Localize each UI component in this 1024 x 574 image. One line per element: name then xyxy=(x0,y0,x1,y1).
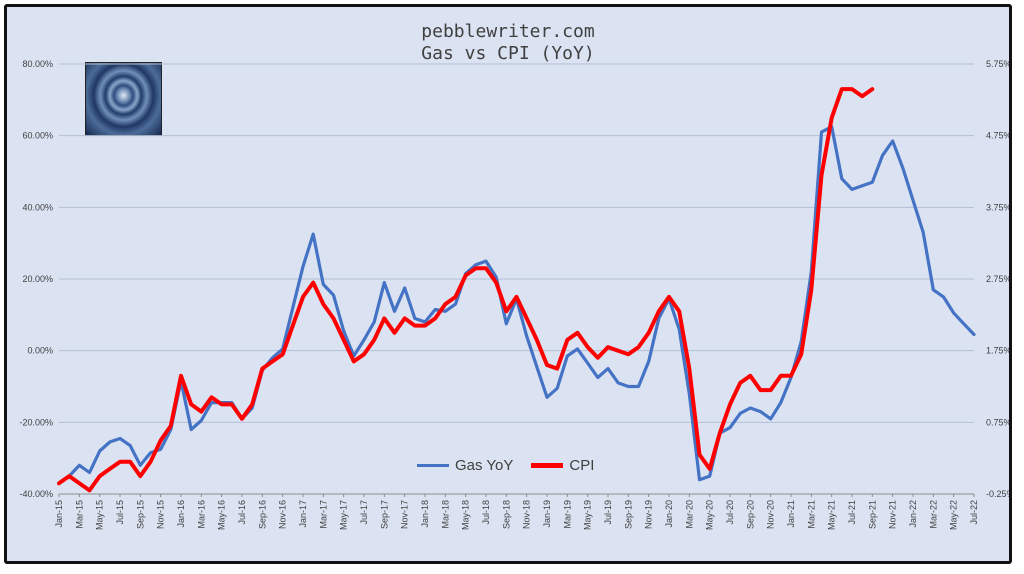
x-tick-label: Jul-17 xyxy=(359,500,369,525)
y-left-tick-label: -40.00% xyxy=(19,489,53,499)
x-tick-label: Jul-20 xyxy=(725,500,735,525)
y-right-tick-label: 0.75% xyxy=(986,417,1009,427)
series-line-gas-yoy xyxy=(57,125,976,485)
x-tick-label: May-22 xyxy=(949,500,959,530)
x-tick-label: Jul-19 xyxy=(603,500,613,525)
x-tick-label: May-17 xyxy=(339,500,349,530)
x-tick-label: Nov-16 xyxy=(278,500,288,529)
x-tick-label: Nov-20 xyxy=(766,500,776,529)
x-tick-label: Sep-15 xyxy=(135,500,145,529)
y-right-tick-label: 1.75% xyxy=(986,346,1009,356)
water-drop-logo xyxy=(85,62,162,136)
x-tick-label: Jul-15 xyxy=(115,500,125,525)
x-tick-label: Jan-17 xyxy=(298,500,308,528)
y-left-tick-label: 0.00% xyxy=(27,346,53,356)
chart-title: Gas vs CPI (YoY) xyxy=(421,43,595,64)
legend-label-gas: Gas YoY xyxy=(455,456,514,474)
legend-swatch-gas xyxy=(417,463,449,467)
x-tick-label: Mar-22 xyxy=(928,500,938,529)
chart-frame: pebblewriter.com Gas vs CPI (YoY) 80.00%… xyxy=(4,4,1012,564)
x-tick-label: May-19 xyxy=(583,500,593,530)
series-line-cpi xyxy=(57,87,875,493)
y-right-tick-label: 3.75% xyxy=(986,202,1009,212)
x-tick-label: May-18 xyxy=(461,500,471,530)
chart-title-site: pebblewriter.com xyxy=(421,21,595,42)
x-tick-label: Jan-19 xyxy=(542,500,552,528)
x-tick-label: Jul-21 xyxy=(847,500,857,525)
y-right-tick-label: 4.75% xyxy=(986,131,1009,141)
x-tick-label: Mar-21 xyxy=(806,500,816,529)
x-tick-label: Jul-18 xyxy=(481,500,491,525)
y-right-tick-label: 5.75% xyxy=(986,59,1009,69)
x-tick-label: Sep-20 xyxy=(745,500,755,529)
x-tick-label: Mar-20 xyxy=(684,500,694,529)
x-tick-label: Jan-20 xyxy=(664,500,674,528)
x-tick-label: Sep-18 xyxy=(501,500,511,529)
y-left-tick-label: 20.00% xyxy=(22,274,53,284)
legend: Gas YoY CPI xyxy=(417,455,612,475)
legend-item-cpi: CPI xyxy=(531,457,594,474)
x-tick-label: May-15 xyxy=(95,500,105,530)
y-right-tick-label: 2.75% xyxy=(986,274,1009,284)
y-left-tick-label: -20.00% xyxy=(19,417,53,427)
x-tick-label: Mar-19 xyxy=(562,500,572,529)
x-tick-label: May-20 xyxy=(705,500,715,530)
x-tick-label: Sep-21 xyxy=(867,500,877,529)
x-tick-label: Sep-17 xyxy=(379,500,389,529)
y-left-tick-label: 40.00% xyxy=(22,202,53,212)
y-left-tick-label: 80.00% xyxy=(22,59,53,69)
x-tick-label: Nov-19 xyxy=(644,500,654,529)
x-tick-label: Nov-21 xyxy=(888,500,898,529)
y-left-tick-label: 60.00% xyxy=(22,131,53,141)
legend-swatch-cpi xyxy=(531,462,564,468)
x-tick-label: Sep-16 xyxy=(257,500,267,529)
x-tick-label: Mar-16 xyxy=(196,500,206,529)
x-tick-label: Jan-21 xyxy=(786,500,796,528)
x-tick-label: Jan-16 xyxy=(176,500,186,528)
legend-label-cpi: CPI xyxy=(569,456,595,474)
legend-item-gas: Gas YoY xyxy=(417,457,513,474)
x-tick-label: Nov-15 xyxy=(156,500,166,529)
x-tick-label: Sep-19 xyxy=(623,500,633,529)
x-tick-label: Jul-16 xyxy=(237,500,247,525)
x-tick-label: May-16 xyxy=(217,500,227,530)
x-tick-label: Nov-17 xyxy=(400,500,410,529)
x-tick-label: Jul-22 xyxy=(969,500,979,525)
x-tick-label: Jan-15 xyxy=(54,500,64,528)
x-tick-label: Nov-18 xyxy=(522,500,532,529)
x-tick-label: Mar-18 xyxy=(440,500,450,529)
x-tick-label: Jan-18 xyxy=(420,500,430,528)
chart-area: 80.00% 60.00% 40.00% 20.00% 0.00% -20.00% -40.… xyxy=(19,59,1009,530)
x-tick-label: Jan-22 xyxy=(908,500,918,528)
x-tick-label: Mar-15 xyxy=(74,500,84,529)
y-right-tick-label: -0.25% xyxy=(986,489,1009,499)
x-tick-label: Mar-17 xyxy=(318,500,328,529)
x-tick-label: May-21 xyxy=(827,500,837,530)
